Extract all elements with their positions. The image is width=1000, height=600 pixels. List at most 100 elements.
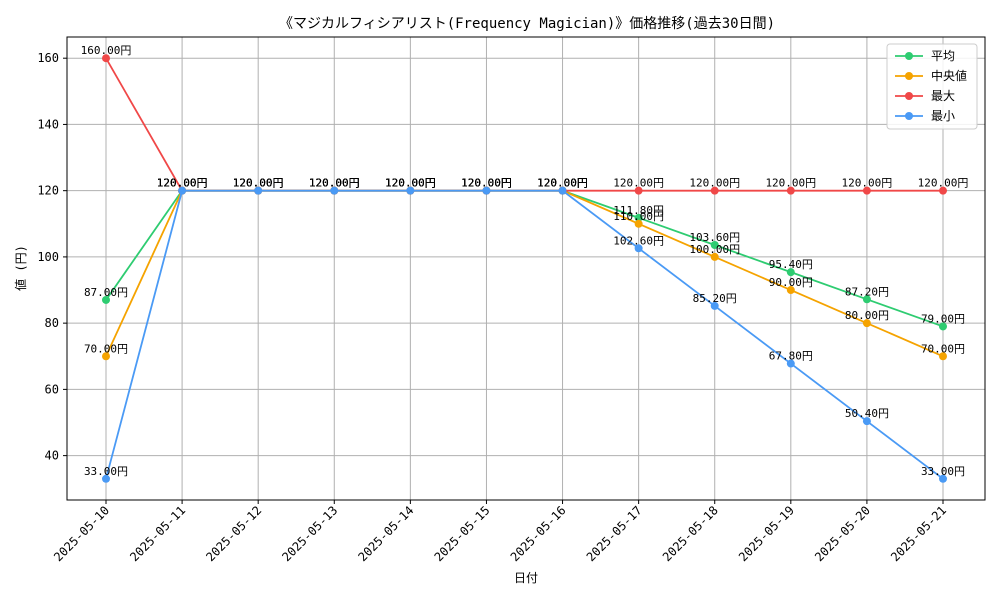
- legend-swatch-marker: [905, 52, 913, 60]
- y-tick-label: 100: [37, 250, 59, 264]
- x-tick-label: 2025-05-19: [736, 503, 797, 564]
- y-tick-label: 60: [45, 382, 59, 396]
- data-label: 120.00円: [157, 177, 208, 190]
- data-point: [786, 359, 795, 368]
- data-point: [330, 186, 339, 195]
- x-tick-label: 2025-05-20: [812, 503, 873, 564]
- data-label: 70.00円: [921, 342, 965, 355]
- x-tick-label: 2025-05-10: [51, 503, 112, 564]
- data-point: [710, 301, 719, 310]
- data-point: [710, 240, 719, 249]
- x-tick-label: 2025-05-18: [660, 503, 721, 564]
- data-label: 120.00円: [461, 177, 512, 190]
- data-label: 120.00円: [461, 177, 512, 190]
- data-label: 120.00円: [233, 177, 284, 190]
- data-label: 160.00円: [81, 44, 132, 57]
- y-axis-label: 値 (円): [13, 245, 28, 291]
- data-point: [710, 252, 719, 261]
- series: [102, 54, 947, 483]
- x-tick-label: 2025-05-13: [279, 503, 340, 564]
- data-label: 87.20円: [845, 285, 889, 298]
- data-point: [939, 322, 947, 331]
- legend-swatch-marker: [905, 72, 913, 80]
- legend-label: 最小: [931, 109, 955, 123]
- data-label: 120.00円: [537, 177, 588, 190]
- data-label: 120.00円: [157, 177, 208, 190]
- data-label: 120.00円: [233, 177, 284, 190]
- data-label: 100.00円: [689, 243, 740, 256]
- grid: [67, 37, 985, 500]
- data-label: 120.00円: [918, 177, 969, 190]
- data-point: [862, 417, 871, 426]
- legend-swatch-marker: [905, 112, 913, 120]
- x-tick-label: 2025-05-11: [127, 503, 188, 564]
- data-label: 120.00円: [537, 177, 588, 190]
- data-point: [102, 295, 110, 304]
- series-0: [102, 186, 947, 331]
- legend-label: 平均: [931, 49, 955, 63]
- data-label: 80.00円: [845, 309, 889, 322]
- data-point: [786, 268, 795, 277]
- x-tick-label: 2025-05-17: [584, 503, 645, 564]
- data-label: 70.00円: [84, 342, 128, 355]
- data-label: 102.60円: [613, 234, 664, 247]
- x-tick-label: 2025-05-16: [508, 503, 569, 564]
- y-tick-label: 160: [37, 51, 59, 65]
- data-label: 120.00円: [157, 177, 208, 190]
- data-label: 87.00円: [84, 286, 128, 299]
- y-tick-label: 40: [45, 449, 59, 463]
- x-axis-label: 日付: [514, 571, 538, 585]
- legend-label: 最大: [931, 89, 955, 103]
- data-point: [634, 213, 643, 222]
- x-tick-label: 2025-05-21: [888, 503, 949, 564]
- data-label: 120.00円: [765, 177, 816, 190]
- data-point: [634, 219, 643, 228]
- data-point: [786, 186, 795, 195]
- data-point: [862, 186, 871, 195]
- data-label: 120.00円: [309, 177, 360, 190]
- data-label: 120.00円: [309, 177, 360, 190]
- data-labels: 87.00円 120.00円 120.00円 120.00円 120.00円 120.00…: [81, 44, 969, 478]
- x-tick-label: 2025-05-12: [203, 503, 264, 564]
- data-point: [786, 286, 795, 295]
- data-point: [102, 352, 110, 361]
- data-point: [634, 244, 643, 253]
- data-point: [558, 186, 567, 195]
- data-point: [862, 295, 871, 304]
- chart-title: 《マジカルフィシアリスト(Frequency Magician)》価格推移(過去…: [279, 16, 775, 32]
- data-point: [939, 186, 947, 195]
- data-point: [939, 352, 947, 361]
- data-point: [710, 186, 719, 195]
- data-label: 120.00円: [537, 177, 588, 190]
- data-label: 120.00円: [385, 177, 436, 190]
- data-point: [634, 186, 643, 195]
- data-label: 33.00円: [84, 465, 128, 478]
- data-point: [862, 319, 871, 328]
- data-label: 120.00円: [537, 177, 588, 190]
- data-label: 90.00円: [769, 276, 813, 289]
- data-label: 120.00円: [309, 177, 360, 190]
- x-tick-label: 2025-05-14: [355, 503, 416, 564]
- plot-frame: [66, 36, 986, 501]
- data-point: [406, 186, 415, 195]
- series-3: [102, 186, 947, 483]
- x-tick-label: 2025-05-15: [432, 503, 493, 564]
- data-point: [254, 186, 263, 195]
- data-label: 103.60円: [689, 231, 740, 244]
- series-1: [102, 186, 947, 361]
- legend-swatch-marker: [905, 92, 913, 100]
- data-point: [482, 186, 491, 195]
- data-label: 120.00円: [689, 177, 740, 190]
- series-line: [105, 189, 944, 328]
- data-label: 120.00円: [309, 177, 360, 190]
- data-label: 95.40円: [769, 258, 813, 271]
- data-label: 120.00円: [385, 177, 436, 190]
- series-line: [105, 189, 944, 480]
- data-label: 120.00円: [157, 177, 208, 190]
- data-label: 67.80円: [769, 350, 813, 363]
- legend-box: [886, 43, 978, 130]
- data-label: 50.40円: [845, 407, 889, 420]
- data-label: 120.00円: [842, 177, 893, 190]
- data-label: 33.00円: [921, 465, 965, 478]
